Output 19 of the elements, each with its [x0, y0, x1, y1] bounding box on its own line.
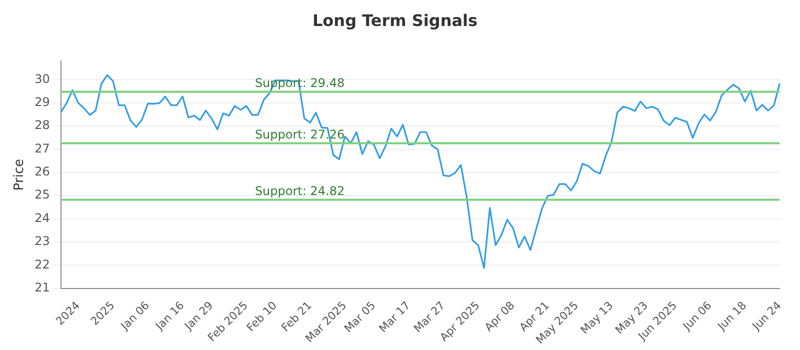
- chart-title: Long Term Signals: [312, 10, 478, 30]
- x-tick-label: Jun 24: [749, 298, 784, 334]
- y-tick-label: 23: [34, 234, 50, 248]
- y-tick-label: 24: [34, 210, 50, 225]
- y-tick-label: 28: [34, 118, 50, 132]
- x-tick-label: Apr 08: [482, 298, 518, 334]
- y-tick-label: 30: [34, 72, 50, 86]
- x-tick-label: Jan 06: [118, 298, 152, 334]
- y-axis-title: Price: [12, 158, 28, 191]
- y-tick-label: 26: [34, 164, 50, 179]
- y-tick-label: 27: [34, 141, 50, 156]
- y-tick-label: 29: [34, 95, 50, 110]
- x-tick-label: Jun 18: [714, 298, 750, 334]
- y-tick-label: 22: [34, 257, 50, 272]
- x-tick-label: Jun 06: [680, 298, 714, 334]
- y-tick-label: 25: [34, 188, 50, 202]
- ref-line-label: Support: 24.82: [254, 184, 345, 198]
- y-tick-label: 21: [34, 280, 50, 294]
- x-tick-label: Mar 17: [376, 298, 413, 336]
